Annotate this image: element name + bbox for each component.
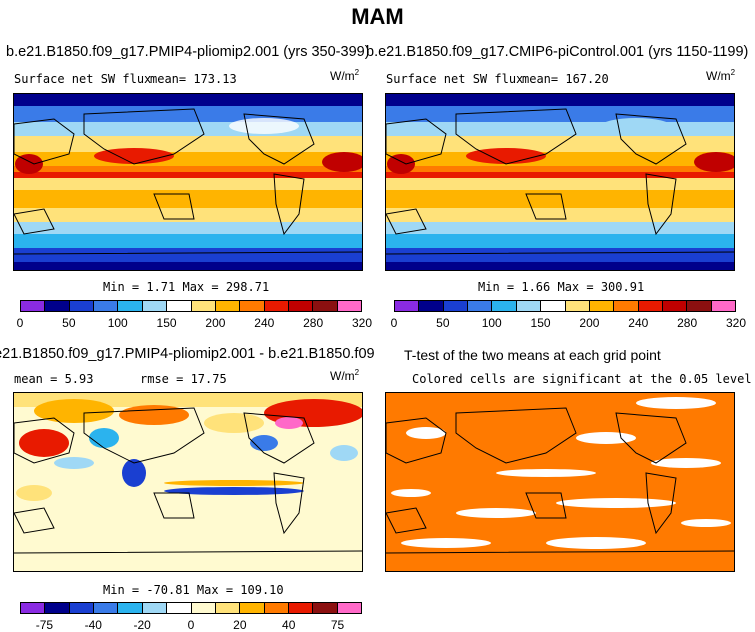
colorbar-swatch: [118, 603, 143, 613]
colorbar-swatch: [337, 603, 362, 613]
colorbar-swatch: [191, 603, 216, 613]
colorbar-swatch: [443, 301, 469, 311]
colorbar-swatch: [142, 603, 168, 613]
colorbar-swatch: [21, 603, 46, 613]
pliomip-minmax: Min = 1.71 Max = 298.71: [103, 280, 270, 294]
colorbar-swatch: [191, 301, 216, 311]
colorbar-swatch: [492, 301, 517, 311]
colorbar-swatch: [69, 301, 95, 311]
ttest-map: [385, 392, 735, 572]
picontrol-minmax: Min = 1.66 Max = 300.91: [478, 280, 645, 294]
colorbar-tick-label: 320: [725, 316, 747, 330]
colorbar-swatch: [419, 301, 444, 311]
colorbar-swatch: [589, 301, 615, 311]
picontrol-case-title: b.e21.B1850.f09_g17.CMIP6-piControl.001 …: [366, 44, 749, 60]
ttest-title: T-test of the two means at each grid poi…: [404, 347, 661, 363]
colorbar-tick-label: 100: [107, 316, 128, 330]
colorbar-tick-label: 40: [282, 618, 296, 632]
diff-mean: mean = 5.93: [14, 372, 94, 386]
colorbar-tick-label: 200: [205, 316, 226, 330]
colorbar-swatch: [167, 301, 192, 311]
colorbar-swatch: [264, 603, 289, 613]
colorbar-swatch: [69, 603, 95, 613]
picontrol-variable: Surface net SW flux: [386, 72, 524, 86]
colorbar-swatch: [638, 301, 663, 311]
diff-map: [13, 392, 363, 572]
colorbar-tick-label: 150: [156, 316, 177, 330]
diff-minmax: Min = -70.81 Max = 109.10: [103, 583, 284, 597]
colorbar-swatch: [264, 301, 289, 311]
colorbar-tick-label: 320: [351, 316, 373, 330]
colorbar-swatch: [288, 603, 314, 613]
colorbar-swatch: [142, 301, 168, 311]
picontrol-mean: mean= 167.20: [522, 72, 609, 86]
colorbar-tick-label: 50: [62, 316, 76, 330]
pliomip-colorbar: [20, 300, 362, 312]
colorbar-tick-label: 280: [677, 316, 698, 330]
colorbar-tick-label: 240: [628, 316, 649, 330]
picontrol-units: W/m2: [706, 68, 736, 83]
colorbar-swatch: [313, 603, 338, 613]
colorbar-swatch: [215, 603, 241, 613]
diff-rmse: rmse = 17.75: [140, 372, 227, 386]
colorbar-tick-label: 150: [530, 316, 551, 330]
colorbar-swatch: [313, 301, 338, 311]
colorbar-tick-label: 0: [16, 316, 24, 330]
colorbar-swatch: [118, 301, 143, 311]
colorbar-swatch: [45, 603, 70, 613]
colorbar-swatch: [516, 301, 542, 311]
colorbar-swatch: [687, 301, 712, 311]
colorbar-tick-label: -40: [84, 618, 102, 632]
colorbar-swatch: [711, 301, 736, 311]
diff-colorbar: [20, 602, 362, 614]
colorbar-swatch: [94, 301, 119, 311]
colorbar-tick-label: 75: [330, 618, 345, 632]
diff-units: W/m2: [330, 368, 360, 383]
colorbar-tick-label: 240: [254, 316, 275, 330]
colorbar-swatch: [565, 301, 590, 311]
colorbar-swatch: [662, 301, 688, 311]
colorbar-swatch: [337, 301, 362, 311]
colorbar-tick-label: 100: [481, 316, 502, 330]
colorbar-tick-label: 50: [436, 316, 450, 330]
colorbar-swatch: [541, 301, 566, 311]
pliomip-case-title: b.e21.B1850.f09_g17.PMIP4-pliomip2.001 (…: [6, 44, 370, 60]
colorbar-tick-label: 20: [233, 618, 247, 632]
pliomip-variable: Surface net SW flux: [14, 72, 152, 86]
colorbar-swatch: [288, 301, 314, 311]
colorbar-swatch: [167, 603, 192, 613]
colorbar-swatch: [215, 301, 241, 311]
colorbar-swatch: [45, 301, 70, 311]
colorbar-swatch: [614, 301, 639, 311]
pliomip-units: W/m2: [330, 68, 360, 83]
colorbar-tick-label: -75: [35, 618, 54, 632]
picontrol-colorbar: [394, 300, 736, 312]
colorbar-tick-label: 0: [390, 316, 398, 330]
ttest-subtitle: Colored cells are significant at the 0.0…: [412, 372, 752, 386]
page-title: MAM: [351, 4, 404, 29]
diff-case-title: b.e21.B1850.f09_g17.PMIP4-pliomip2.001 -…: [0, 346, 374, 362]
pliomip-map: [13, 93, 363, 271]
colorbar-swatch: [468, 301, 493, 311]
colorbar-tick-label: 200: [579, 316, 600, 330]
pliomip-mean: mean= 173.13: [150, 72, 237, 86]
colorbar-tick-label: 280: [303, 316, 324, 330]
picontrol-map: [385, 93, 735, 271]
colorbar-swatch: [240, 603, 265, 613]
colorbar-swatch: [240, 301, 265, 311]
colorbar-swatch: [395, 301, 420, 311]
colorbar-tick-label: 0: [187, 618, 195, 632]
colorbar-swatch: [94, 603, 119, 613]
colorbar-tick-label: -20: [133, 618, 151, 632]
colorbar-swatch: [21, 301, 46, 311]
